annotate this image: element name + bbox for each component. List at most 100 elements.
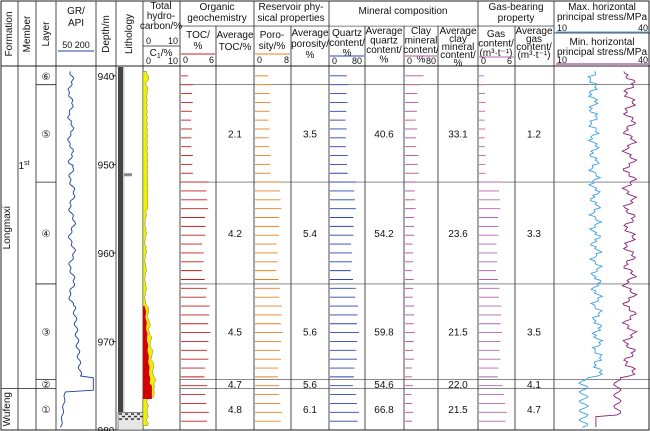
gas-header-0: Gas — [487, 29, 505, 40]
layer-label-2: ④ — [42, 229, 51, 240]
avg-toc-header-0: Average — [216, 30, 254, 41]
avg-quartz-header-3: % — [380, 55, 389, 66]
avg-toc-0: 2.1 — [228, 129, 242, 140]
quartz-header-1: content/ — [329, 38, 365, 49]
lithology-pattern-dot — [125, 413, 128, 415]
max-stress-curve — [578, 71, 604, 428]
toc-header-0: TOC/ — [186, 30, 210, 41]
clay-header-0: Clay — [411, 26, 431, 37]
avg-clay-header-3: content/ — [440, 50, 476, 61]
avg-clay-1: 23.6 — [448, 229, 468, 240]
avg-gas-3: 4.1 — [527, 380, 541, 391]
lithology-pattern-dot — [119, 418, 122, 420]
clay-header-3: % — [417, 55, 426, 66]
layer-label-0: ⑥ — [42, 72, 51, 83]
porosity-header-0: Poro- — [260, 30, 284, 41]
avg-qtz-2: 59.8 — [374, 328, 394, 339]
min-scale-max: 40 — [638, 55, 648, 65]
avg-quartz-header-2: content/ — [366, 45, 402, 56]
depth-tick-label-0: 940 — [98, 72, 115, 83]
lithology-pattern-dot — [131, 418, 134, 420]
avg-gas-header-2: content/ — [516, 42, 552, 53]
avg-gas-0: 1.2 — [527, 129, 541, 140]
layer-label-1: ⑤ — [42, 129, 51, 140]
avg-porosity-header-2: % — [306, 50, 315, 61]
avg-por-1: 5.4 — [303, 229, 317, 240]
lithology-pattern-dot — [137, 413, 140, 415]
reservoir-group-header-0: Reservoir phy- — [258, 2, 323, 13]
clay-header-1: mineral — [405, 36, 438, 47]
avg-quartz-header-0: Average — [365, 26, 403, 37]
porosity-scale-min: 0 — [257, 55, 262, 65]
clay-header-2: content/ — [403, 45, 439, 56]
layer-label-4: ② — [42, 380, 51, 391]
layer-label-5: ① — [42, 405, 51, 416]
toc-header-1: % — [194, 41, 203, 52]
c1-header: C1/% — [150, 48, 173, 60]
quartz-header-0: Quartz — [332, 28, 362, 39]
max-stress-header-0: Max. horizontal — [568, 2, 636, 13]
avg-gas-1: 3.3 — [527, 229, 541, 240]
avg-clay-header-0: Average — [439, 26, 477, 37]
avg-por-2: 5.6 — [303, 328, 317, 339]
log-content: Wufeng 1st ⑥ ⑤ ④ ③ ② ① 940 950 960 970 980 2.1 3.5 40.6… — [2, 67, 638, 431]
toc-scale-min: 0 — [183, 55, 188, 65]
avg-gas-header-1: gas — [526, 34, 542, 45]
avg-qtz-3: 54.6 — [374, 380, 394, 391]
min-stress-curve — [595, 71, 638, 428]
lithology-header: Lithology — [124, 14, 135, 54]
gas-scale-max: 6 — [507, 56, 512, 66]
min-scale-min: 10 — [557, 55, 567, 65]
avg-por-4: 6.1 — [303, 405, 317, 416]
quartz-scale-max: 80 — [352, 56, 362, 66]
gr-scale: 50 200 — [62, 40, 90, 50]
avg-toc-2: 4.5 — [228, 328, 242, 339]
formation-wufeng: Wufeng — [2, 392, 13, 426]
gas-scale-min: 0 — [481, 56, 486, 66]
c1-scale-min: 0 — [146, 56, 151, 66]
lithology-shale-band — [118, 67, 123, 413]
avg-clay-3: 22.0 — [448, 380, 468, 391]
organic-group-header-1: geochemistry — [187, 13, 246, 24]
total-hc-header-2: carbon/% — [140, 21, 182, 32]
gas-group-header-0: Gas-bearing — [488, 2, 543, 13]
member-label: 1st — [18, 160, 29, 172]
c1-scale-max: 10 — [168, 56, 178, 66]
lithology-pattern-dot — [125, 418, 128, 420]
gr-header-0: GR/ — [67, 6, 85, 17]
gas-header-2: (m³·t⁻¹) — [479, 48, 512, 59]
lithology-pattern-dot — [131, 413, 134, 415]
layer-header: Layer — [41, 21, 52, 47]
group-header-bg — [329, 1, 478, 26]
avg-clay-header-1: clay — [449, 34, 467, 45]
avg-porosity-header-1: porosity/ — [291, 39, 329, 50]
avg-clay-header-2: mineral — [442, 42, 475, 53]
mineral-group-header: Mineral composition — [359, 6, 448, 17]
lithology-limestone — [117, 412, 144, 431]
total-hc-scale-max: 10 — [168, 36, 178, 46]
max-scale-max: 40 — [638, 23, 648, 33]
clay-scale-max: 80 — [426, 56, 436, 66]
lithology-pattern-dot — [140, 415, 143, 418]
depth-tick-label-3: 970 — [98, 337, 115, 348]
min-stress-header-0: Min. horizontal — [569, 37, 634, 48]
group-header-bg — [180, 1, 254, 26]
avg-qtz-1: 54.2 — [374, 229, 394, 240]
avg-clay-2: 21.5 — [448, 328, 468, 339]
gas-group-header-1: property — [498, 13, 535, 24]
depth-tick-label-4: 980 — [98, 426, 115, 431]
quartz-scale-min: 0 — [332, 56, 337, 66]
avg-gas-4: 4.7 — [527, 405, 541, 416]
clay-scale-min: 0 — [407, 56, 412, 66]
avg-clay-4: 21.5 — [448, 405, 468, 416]
table-headers: Formation Member Layer GR/API 50 200 Depth/m L… — [2, 1, 648, 249]
min-stress-header-1: principal stress/MPa — [557, 47, 647, 58]
gr-curve — [60, 71, 94, 428]
group-header-bg — [478, 1, 554, 26]
lithology-pattern-dot — [134, 415, 137, 418]
avg-qtz-0: 40.6 — [374, 129, 394, 140]
avg-quartz-header-1: quartz — [370, 36, 398, 47]
lithology-pattern-dot — [119, 413, 122, 415]
depth-tick-label-1: 950 — [98, 160, 115, 171]
